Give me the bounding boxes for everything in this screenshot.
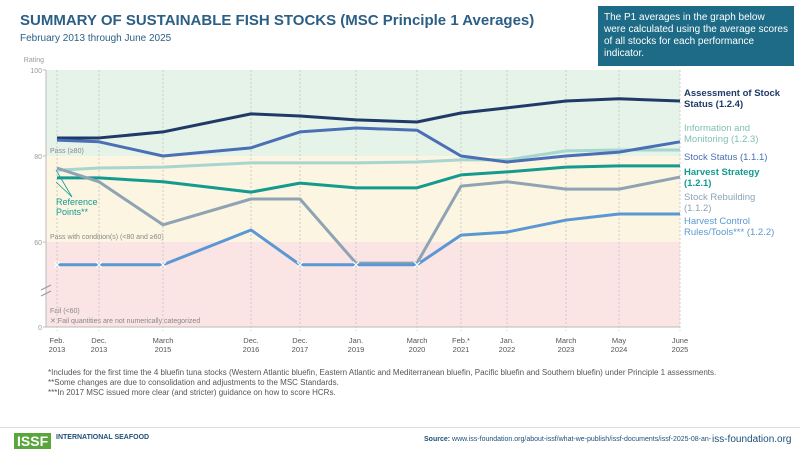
x-tick-label: Feb.* 2021 [452, 336, 470, 354]
band-label: Fail (<60) [50, 308, 80, 315]
x-tick-line: 2016 [243, 345, 260, 354]
annotation-line-text: Points** [56, 207, 89, 217]
x-tick-line: 2013 [49, 345, 66, 354]
fail-marker [53, 261, 61, 269]
fail-marker [159, 261, 167, 269]
legend-entry: Harvest Strategy (1.2.1) [684, 167, 760, 189]
band [46, 70, 680, 156]
x-tick-line: 2023 [558, 345, 575, 354]
source: Source: www.iss-foundation.org/about-iss… [424, 436, 711, 443]
y-axis-label: Rating [24, 57, 44, 64]
x-tick-line: June [672, 336, 688, 345]
series-line [56, 126, 681, 164]
series-line [56, 166, 681, 265]
band-label: Pass (≥80) [50, 148, 84, 155]
y-tick-label: 80 [34, 154, 42, 161]
fail-marker [95, 261, 103, 269]
footnote: ***In 2017 MSC issued more clear (and st… [48, 388, 336, 397]
series-line [57, 97, 681, 140]
x-tick-label: Feb. 2013 [49, 336, 66, 354]
legend-entry: Stock Rebuilding (1.1.2) [684, 192, 756, 214]
legend-entry: Harvest Control Rules/Tools*** (1.2.2) [684, 216, 775, 238]
x-tick-line: Feb.* [452, 336, 470, 345]
x-tick-line: 2025 [672, 345, 689, 354]
annotation-line-text: Reference [56, 197, 98, 207]
legend-entry: Information and Monitoring (1.2.3) [684, 123, 759, 145]
x-tick-line: March [556, 336, 577, 345]
axis-break [40, 284, 52, 297]
series-line [57, 164, 680, 194]
x-tick-line: Jan. [349, 336, 363, 345]
org-name: INTERNATIONAL SEAFOOD [56, 434, 150, 441]
x-tick-line: Feb. [49, 336, 64, 345]
x-tick-label: Dec. 2016 [243, 336, 260, 354]
logo: ISSF [14, 433, 52, 449]
band-label: Pass with condition(s) (<80 and ≥60) [50, 234, 164, 241]
x-tick-label: Jan. 2019 [348, 336, 365, 354]
x-tick-line: 2021 [453, 345, 470, 354]
x-tick-label: Dec. 2013 [91, 336, 108, 354]
x-tick-line: 2015 [155, 345, 172, 354]
x-tick-line: Dec. [292, 336, 307, 345]
x-tick-line: Dec. [91, 336, 106, 345]
x-tick-line: 2017 [292, 345, 309, 354]
legend-entry: Stock Status (1.1.1) [684, 152, 768, 163]
y-tick-label: 60 [34, 240, 42, 247]
annotation-line [55, 169, 73, 198]
x-tick-line: March [407, 336, 428, 345]
x-tick-label: March 2020 [407, 336, 428, 354]
series-line [57, 212, 680, 267]
x-tick-line: 2022 [499, 345, 516, 354]
x-tick-label: May 2024 [611, 336, 628, 354]
x-tick-line: 2019 [348, 345, 365, 354]
footnote: **Some changes are due to consolidation … [48, 378, 339, 387]
annotation: Reference Points** [56, 197, 98, 217]
source-label: Source: [424, 436, 451, 443]
x-tick-line: 2013 [91, 345, 108, 354]
legend-entry: Assessment of Stock Status (1.2.4) [684, 88, 781, 110]
x-tick-line: Jan. [500, 336, 514, 345]
x-tick-line: 2020 [409, 345, 426, 354]
info-box: The P1 averages in the graph below were … [598, 6, 794, 66]
series-line [56, 148, 680, 172]
x-tick-label: June 2025 [672, 336, 689, 354]
x-tick-line: Dec. [243, 336, 258, 345]
divider [0, 427, 800, 428]
x-tick-line: 2024 [611, 345, 628, 354]
fail-marker [296, 261, 304, 269]
fail-marker [352, 261, 360, 269]
chart-subtitle: February 2013 through June 2025 [20, 33, 172, 44]
y-tick-label: 100 [30, 68, 42, 75]
x-tick-label: March 2015 [153, 336, 174, 354]
band [46, 242, 680, 327]
band [46, 156, 680, 242]
x-tick-label: March 2023 [556, 336, 577, 354]
source-url: www.iss-foundation.org/about-issf/what-w… [452, 436, 712, 443]
x-tick-line: May [612, 336, 626, 345]
y-tick-label: 0 [38, 325, 42, 332]
chart-title: SUMMARY OF SUSTAINABLE FISH STOCKS (MSC … [20, 12, 535, 29]
fail-marker [413, 261, 421, 269]
website: iss-foundation.org [712, 434, 792, 445]
x-tick-label: Dec. 2017 [292, 336, 309, 354]
x-tick-line: March [153, 336, 174, 345]
x-tick-label: Jan. 2022 [499, 336, 516, 354]
fail-note: ✕ Fail quantities are not numerically ca… [50, 318, 200, 325]
footnote: *Includes for the first time the 4 bluef… [48, 368, 717, 377]
